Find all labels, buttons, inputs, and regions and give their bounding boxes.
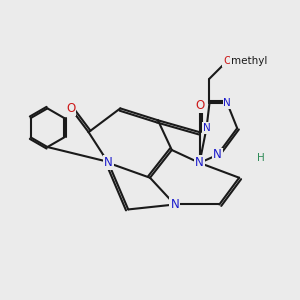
Text: O: O <box>195 99 204 112</box>
Text: N: N <box>224 98 231 108</box>
Text: N: N <box>195 156 204 170</box>
Text: H: H <box>257 153 265 163</box>
Text: N: N <box>104 156 113 170</box>
Text: N: N <box>170 198 179 211</box>
Text: N: N <box>202 123 210 133</box>
Text: N: N <box>213 148 222 161</box>
Text: methyl: methyl <box>231 56 267 66</box>
Text: O: O <box>223 56 231 66</box>
Text: O: O <box>66 102 75 115</box>
